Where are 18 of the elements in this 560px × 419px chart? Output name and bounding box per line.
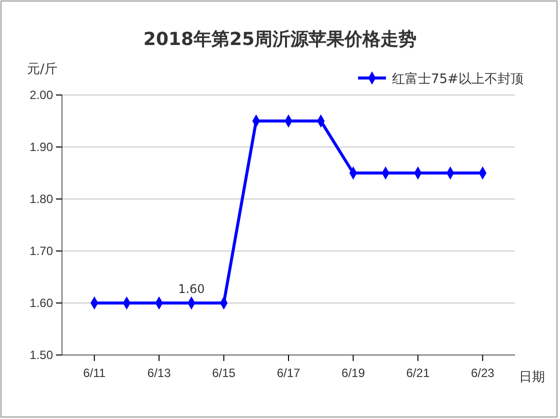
y-tick-label: 1.70 [30, 244, 54, 258]
x-tick-label: 6/13 [147, 366, 172, 380]
y-tick-label: 1.90 [30, 140, 54, 154]
y-tick-label: 1.50 [30, 348, 54, 362]
x-tick-label: 6/21 [406, 366, 430, 380]
x-tick-label: 6/11 [83, 366, 106, 380]
y-axis-title: 元/斤 [27, 62, 58, 77]
x-tick-label: 6/15 [212, 366, 236, 380]
x-tick-label: 6/17 [276, 366, 300, 380]
y-tick-label: 2.00 [30, 88, 54, 102]
chart-title: 2018年第25周沂源苹果价格走势 [143, 29, 417, 50]
annotation: 1.60 [178, 282, 205, 296]
y-tick-label: 1.80 [30, 192, 54, 206]
legend-label: 红富士75#以上不封顶 [392, 71, 524, 87]
x-tick-label: 6/23 [470, 366, 495, 380]
x-tick-label: 6/19 [342, 366, 366, 380]
y-tick-label: 1.60 [30, 296, 54, 310]
x-axis-title: 日期 [519, 370, 545, 385]
